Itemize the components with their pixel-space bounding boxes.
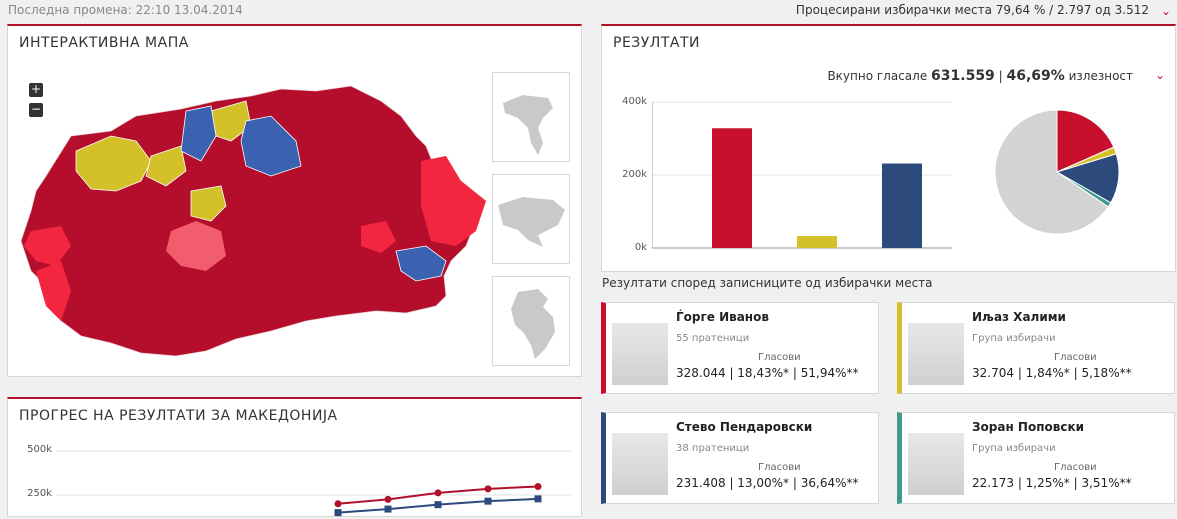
candidate-subtitle: Група избирачи [972, 333, 1056, 344]
candidate-pct-total: 18,43%* [737, 366, 790, 380]
map-region-yellow-west [75, 135, 152, 192]
candidate-subtitle: 55 пратеници [676, 333, 750, 344]
turnout-value: 46,69% [1006, 68, 1065, 84]
bar-2[interactable] [797, 236, 837, 248]
map-panel: ИНТЕРАКТИВНА МАПА + − [7, 24, 582, 377]
progress-point[interactable] [484, 485, 492, 493]
results-pie-chart [994, 110, 1120, 235]
status-bar: Последна промена: 22:10 13.04.2014 Проце… [0, 0, 1177, 22]
results-panel: РЕЗУЛТАТИ Вкупно гласале 631.559 | 46,69… [601, 24, 1176, 272]
turnout-summary: Вкупно гласале 631.559 | 46,69% излезнос… [827, 68, 1133, 84]
map-region-yellow-south [190, 185, 227, 222]
chevron-down-icon[interactable]: ⌄ [1160, 4, 1171, 18]
candidate-votes: 22.173 [972, 476, 1014, 490]
candidate-results: 32.704 | 1,84%* | 5,18%** [972, 366, 1132, 380]
candidate-name: Стево Пендаровски [676, 420, 813, 434]
candidate-pct-valid: 3,51%** [1081, 476, 1132, 490]
results-panel-title: РЕЗУЛТАТИ [613, 35, 700, 51]
records-section-label: Резултати според записниците од избирачк… [602, 276, 933, 290]
minimap-asia[interactable] [492, 174, 570, 264]
progress-point[interactable] [484, 497, 492, 505]
processed-stations-text[interactable]: Процесирани избирачки места 79,64 % / 2.… [795, 3, 1149, 17]
candidate-results: 231.408 | 13,00%* | 36,64%** [676, 476, 859, 490]
map-region-blue-north-b [240, 115, 302, 177]
minimap-europe-africa[interactable] [492, 276, 570, 366]
candidate-photo [908, 433, 964, 495]
progress-ytick-500k: 500k [27, 444, 52, 455]
votes-label: Гласови [1054, 462, 1097, 473]
minimap-americas[interactable] [492, 72, 570, 162]
bar-ytick-0k: 0k [634, 242, 647, 253]
map-region-blue-north-a [180, 105, 217, 162]
candidate-pct-valid: 5,18%** [1081, 366, 1132, 380]
candidate-pct-total: 1,84%* [1025, 366, 1070, 380]
candidate-votes: 32.704 [972, 366, 1014, 380]
candidate-card[interactable]: Иљаз Халими Група избирачи Гласови 32.70… [897, 302, 1175, 394]
progress-point[interactable] [384, 505, 392, 513]
map-region-light-red [166, 221, 226, 271]
candidate-results: 328.044 | 18,43%* | 51,94%** [676, 366, 859, 380]
map-region-yellow-center [145, 145, 187, 187]
progress-point[interactable] [434, 489, 442, 497]
candidate-pct-total: 13,00%* [737, 476, 790, 490]
total-votes-label: Вкупно гласале [827, 69, 928, 83]
candidate-pct-valid: 36,64%** [800, 476, 859, 490]
map-region-bright-red-center [361, 221, 396, 253]
americas-landmass [503, 95, 553, 155]
europe-africa-landmass [511, 289, 555, 359]
asia-landmass [498, 197, 565, 247]
candidate-name: Ѓорге Иванов [676, 310, 769, 324]
progress-point[interactable] [334, 500, 342, 508]
map-region-bright-red-southwest [36, 261, 71, 321]
votes-label: Гласови [758, 462, 801, 473]
candidate-name: Зоран Поповски [972, 420, 1085, 434]
candidate-name: Иљаз Халими [972, 310, 1066, 324]
progress-point[interactable] [534, 483, 542, 491]
bar-1[interactable] [712, 128, 752, 248]
progress-point[interactable] [384, 495, 392, 503]
results-bar-chart [652, 101, 952, 249]
turnout-label: излезност [1068, 69, 1133, 83]
chevron-down-icon[interactable]: ⌄ [1154, 68, 1165, 82]
candidate-votes: 328.044 [676, 366, 726, 380]
total-votes-value: 631.559 [931, 68, 995, 84]
candidate-votes: 231.408 [676, 476, 726, 490]
zoom-in-button[interactable]: + [29, 82, 43, 97]
bar-3[interactable] [882, 163, 922, 248]
map-panel-title: ИНТЕРАКТИВНА МАПА [19, 35, 189, 51]
zoom-out-button[interactable]: − [29, 102, 43, 117]
progress-point[interactable] [334, 509, 342, 517]
pie-slice-5[interactable] [994, 110, 1109, 235]
candidate-subtitle: 38 пратеници [676, 443, 750, 454]
candidate-photo [612, 433, 668, 495]
bar-ytick-200k: 200k [622, 169, 647, 180]
candidate-photo [612, 323, 668, 385]
map-region-bright-red-west [24, 226, 71, 266]
progress-panel-title: ПРОГРЕС НА РЕЗУЛТАТИ ЗА МАКЕДОНИЈА [19, 408, 338, 424]
progress-ytick-250k: 250k [27, 488, 52, 499]
candidate-card[interactable]: Зоран Поповски Група избирачи Гласови 22… [897, 412, 1175, 504]
votes-label: Гласови [758, 352, 801, 363]
candidate-pct-valid: 51,94%** [800, 366, 859, 380]
pie-slice-1[interactable] [1056, 110, 1115, 173]
map-region-bright-red-east [421, 156, 486, 246]
last-change-text: Последна промена: 22:10 13.04.2014 [8, 3, 243, 17]
candidate-pct-total: 1,25%* [1025, 476, 1070, 490]
progress-line-chart [56, 450, 571, 517]
candidate-photo [908, 323, 964, 385]
candidate-results: 22.173 | 1,25%* | 3,51%** [972, 476, 1132, 490]
votes-label: Гласови [1054, 352, 1097, 363]
candidate-card[interactable]: Стево Пендаровски 38 пратеници Гласови 2… [601, 412, 879, 504]
municipality-map[interactable] [16, 81, 488, 361]
candidate-card[interactable]: Ѓорге Иванов 55 пратеници Гласови 328.04… [601, 302, 879, 394]
progress-point[interactable] [534, 495, 542, 503]
bar-ytick-400k: 400k [622, 96, 647, 107]
candidate-subtitle: Група избирачи [972, 443, 1056, 454]
progress-panel: ПРОГРЕС НА РЕЗУЛТАТИ ЗА МАКЕДОНИЈА 500k … [7, 397, 582, 517]
map-region-blue-east [395, 245, 447, 282]
